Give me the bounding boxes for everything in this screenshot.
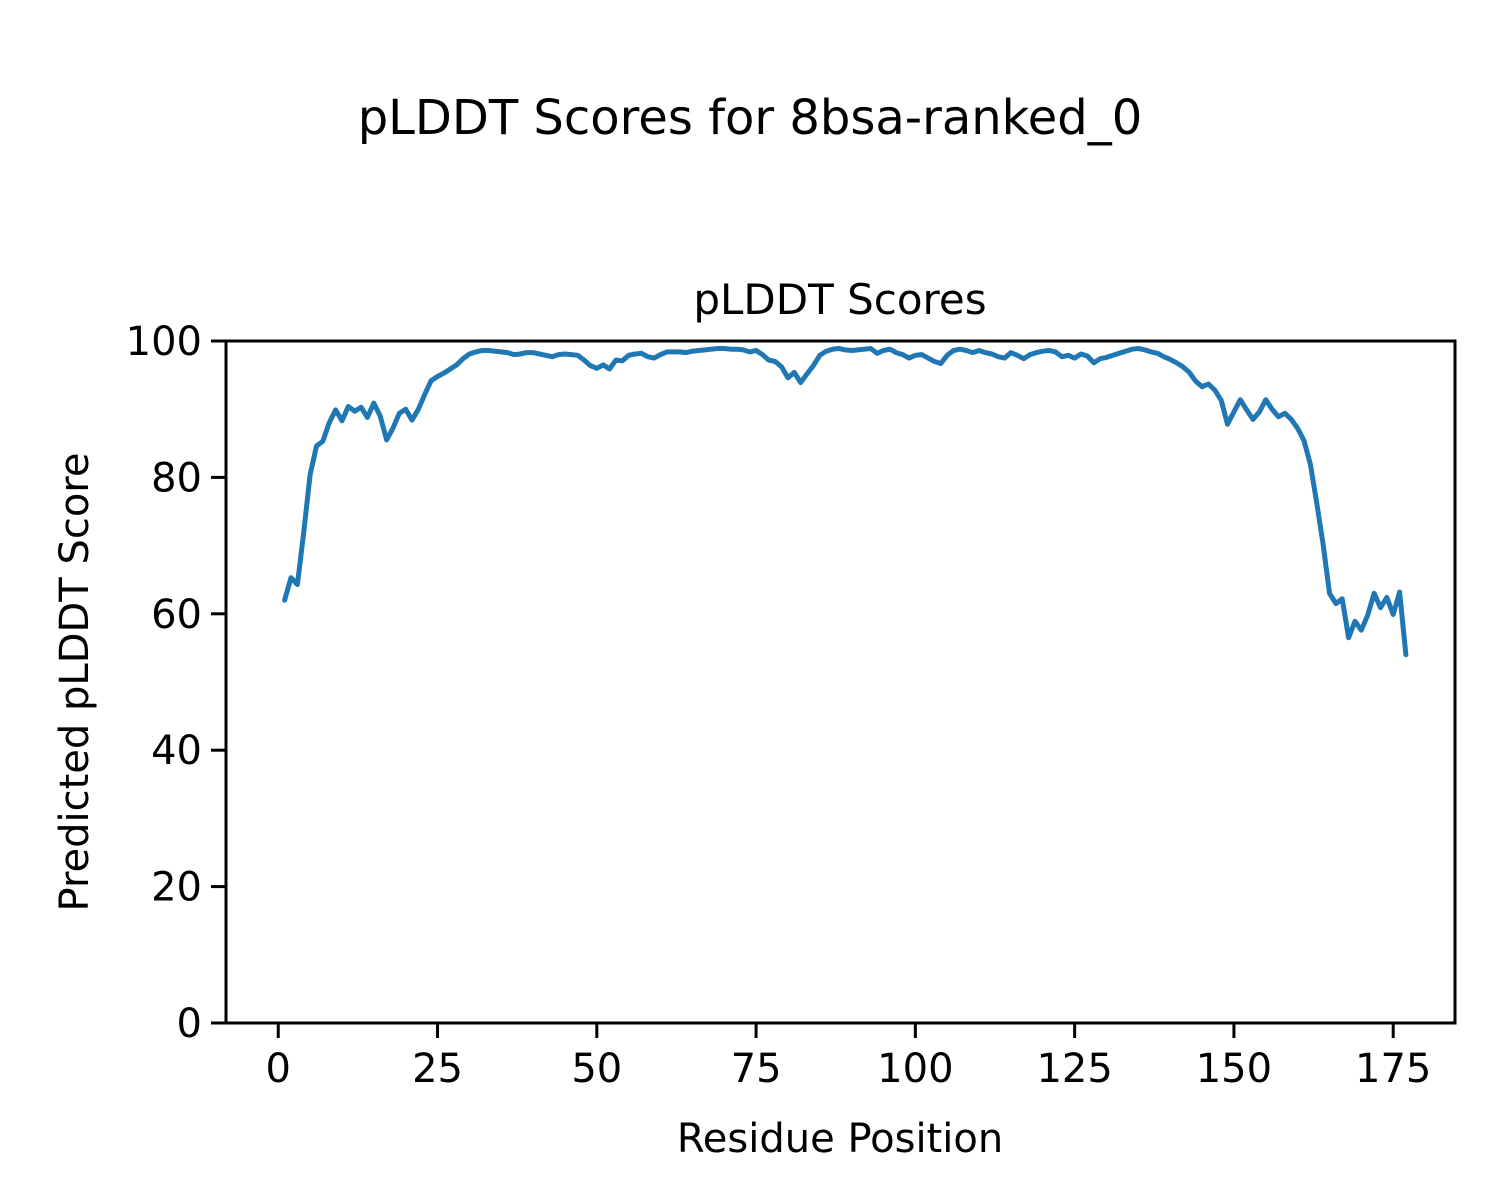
y-tick-label: 60 <box>151 592 202 638</box>
x-tick-label: 75 <box>731 1046 782 1092</box>
y-tick-label: 20 <box>151 865 202 911</box>
x-tick-label: 125 <box>1036 1046 1112 1092</box>
x-tick-label: 150 <box>1196 1046 1272 1092</box>
x-tick-label: 0 <box>266 1046 291 1092</box>
y-tick-label: 40 <box>151 728 202 774</box>
figure-suptitle: pLDDT Scores for 8bsa-ranked_0 <box>358 90 1143 146</box>
plddt-line <box>282 346 1409 658</box>
x-tick-label: 25 <box>412 1046 463 1092</box>
x-tick-label: 50 <box>571 1046 622 1092</box>
x-axis-label: Residue Position <box>677 1116 1003 1162</box>
x-tick-label: 100 <box>877 1046 953 1092</box>
y-tick-label: 80 <box>151 455 202 501</box>
y-tick-label: 0 <box>177 1001 202 1047</box>
y-tick-label: 100 <box>126 319 202 365</box>
axes-title: pLDDT Scores <box>693 275 986 324</box>
x-axis-ticks: 0 25 50 75 100 125 150 175 <box>266 1024 1431 1092</box>
y-axis-label: Predicted pLDDT Score <box>52 453 98 912</box>
x-tick-label: 175 <box>1355 1046 1431 1092</box>
plot-area <box>224 339 1457 1025</box>
y-axis-ticks: 0 20 40 60 80 100 <box>126 319 225 1047</box>
